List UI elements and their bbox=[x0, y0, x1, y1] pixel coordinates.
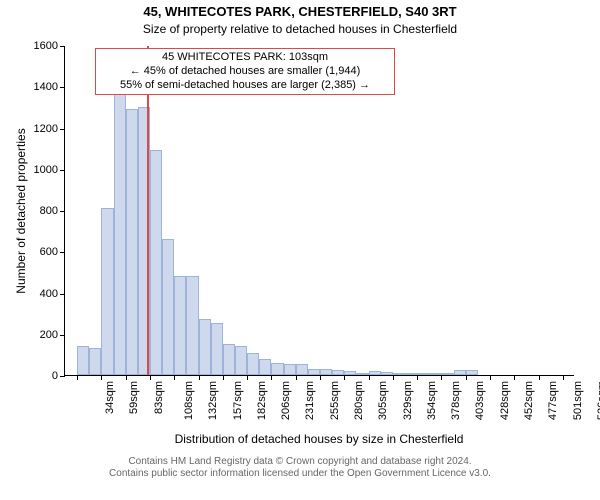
x-tick-label: 354sqm bbox=[426, 381, 438, 420]
x-tick-label: 83sqm bbox=[153, 381, 165, 414]
y-tick-label: 600 bbox=[40, 246, 65, 258]
histogram-bar bbox=[235, 346, 247, 375]
x-tick bbox=[320, 375, 321, 380]
histogram-bar bbox=[344, 371, 356, 375]
histogram-bar bbox=[332, 370, 344, 375]
y-axis-label: Number of detached properties bbox=[14, 46, 28, 376]
y-tick-label: 1000 bbox=[34, 164, 65, 176]
histogram-bar bbox=[114, 68, 126, 375]
histogram-bar bbox=[199, 319, 211, 375]
histogram-bar bbox=[126, 109, 138, 375]
histogram-bar bbox=[271, 363, 283, 375]
x-tick-label: 206sqm bbox=[280, 381, 292, 420]
x-tick-label: 59sqm bbox=[128, 381, 140, 414]
x-tick-label: 428sqm bbox=[499, 381, 511, 420]
histogram-bar bbox=[417, 373, 429, 375]
x-tick-label: 329sqm bbox=[402, 381, 414, 420]
x-tick-label: 157sqm bbox=[232, 381, 244, 420]
x-tick bbox=[417, 375, 418, 380]
chart-title-address: 45, WHITECOTES PARK, CHESTERFIELD, S40 3… bbox=[0, 4, 600, 19]
x-tick bbox=[514, 375, 515, 380]
x-tick bbox=[150, 375, 151, 380]
annotation-box: 45 WHITECOTES PARK: 103sqm ← 45% of deta… bbox=[95, 48, 395, 95]
y-tick-label: 1600 bbox=[34, 40, 65, 52]
x-tick bbox=[490, 375, 491, 380]
x-tick-label: 378sqm bbox=[450, 381, 462, 420]
histogram-bar bbox=[259, 359, 271, 376]
annotation-line3: 55% of semi-detached houses are larger (… bbox=[102, 79, 388, 93]
histogram-bar bbox=[247, 353, 259, 375]
histogram-bar bbox=[308, 369, 320, 375]
histogram-bar bbox=[296, 364, 308, 375]
x-axis-label: Distribution of detached houses by size … bbox=[64, 432, 574, 446]
histogram-bar bbox=[223, 344, 235, 375]
x-tick-label: 501sqm bbox=[572, 381, 584, 420]
chart-container: 45, WHITECOTES PARK, CHESTERFIELD, S40 3… bbox=[0, 0, 600, 500]
histogram-bar bbox=[77, 346, 89, 375]
x-tick bbox=[466, 375, 467, 380]
x-tick-label: 477sqm bbox=[547, 381, 559, 420]
x-tick bbox=[296, 375, 297, 380]
x-tick-label: 132sqm bbox=[207, 381, 219, 420]
x-tick bbox=[77, 375, 78, 380]
histogram-bar bbox=[89, 348, 101, 375]
x-tick-label: 182sqm bbox=[256, 381, 268, 420]
x-tick bbox=[563, 375, 564, 380]
histogram-bar bbox=[101, 208, 113, 375]
y-tick-label: 400 bbox=[40, 288, 65, 300]
x-tick-label: 34sqm bbox=[104, 381, 116, 414]
y-tick-label: 0 bbox=[52, 370, 65, 382]
plot-area: 0200400600800100012001400160034sqm59sqm8… bbox=[64, 46, 574, 376]
x-tick bbox=[101, 375, 102, 380]
histogram-bar bbox=[162, 239, 174, 375]
x-tick bbox=[126, 375, 127, 380]
histogram-bar bbox=[405, 373, 417, 375]
y-tick-label: 1400 bbox=[34, 81, 65, 93]
x-tick bbox=[369, 375, 370, 380]
x-tick bbox=[174, 375, 175, 380]
x-tick bbox=[441, 375, 442, 380]
annotation-line1: 45 WHITECOTES PARK: 103sqm bbox=[102, 51, 388, 65]
y-tick-label: 200 bbox=[40, 329, 65, 341]
x-tick bbox=[271, 375, 272, 380]
x-tick bbox=[344, 375, 345, 380]
histogram-bar bbox=[174, 276, 186, 375]
histogram-bar bbox=[466, 370, 478, 375]
y-tick-label: 800 bbox=[40, 205, 65, 217]
x-tick-label: 108sqm bbox=[183, 381, 195, 420]
x-tick bbox=[539, 375, 540, 380]
histogram-bar bbox=[454, 370, 466, 375]
histogram-bar bbox=[186, 276, 198, 375]
histogram-bar bbox=[369, 371, 381, 375]
histogram-bar bbox=[441, 373, 453, 375]
x-tick-label: 526sqm bbox=[596, 381, 600, 420]
x-tick-label: 452sqm bbox=[523, 381, 535, 420]
histogram-bar bbox=[393, 373, 405, 375]
x-tick-label: 280sqm bbox=[353, 381, 365, 420]
x-tick-label: 255sqm bbox=[329, 381, 341, 420]
histogram-bar bbox=[381, 372, 393, 375]
x-tick-label: 403sqm bbox=[475, 381, 487, 420]
annotation-line2: ← 45% of detached houses are smaller (1,… bbox=[102, 65, 388, 79]
x-tick-label: 305sqm bbox=[377, 381, 389, 420]
x-tick-label: 231sqm bbox=[305, 381, 317, 420]
x-tick bbox=[393, 375, 394, 380]
property-marker-line bbox=[147, 46, 149, 375]
x-tick bbox=[199, 375, 200, 380]
histogram-bar bbox=[320, 369, 332, 375]
y-tick-label: 1200 bbox=[34, 123, 65, 135]
histogram-bar bbox=[150, 150, 162, 375]
histogram-bar bbox=[356, 373, 368, 375]
histogram-bar bbox=[429, 373, 441, 375]
footer-line1: Contains HM Land Registry data © Crown c… bbox=[0, 456, 600, 468]
histogram-bar bbox=[211, 323, 223, 375]
footer-text: Contains HM Land Registry data © Crown c… bbox=[0, 456, 600, 480]
histogram-bar bbox=[284, 364, 296, 375]
x-tick bbox=[223, 375, 224, 380]
x-tick bbox=[247, 375, 248, 380]
chart-title-desc: Size of property relative to detached ho… bbox=[0, 22, 600, 36]
footer-line2: Contains public sector information licen… bbox=[0, 468, 600, 480]
